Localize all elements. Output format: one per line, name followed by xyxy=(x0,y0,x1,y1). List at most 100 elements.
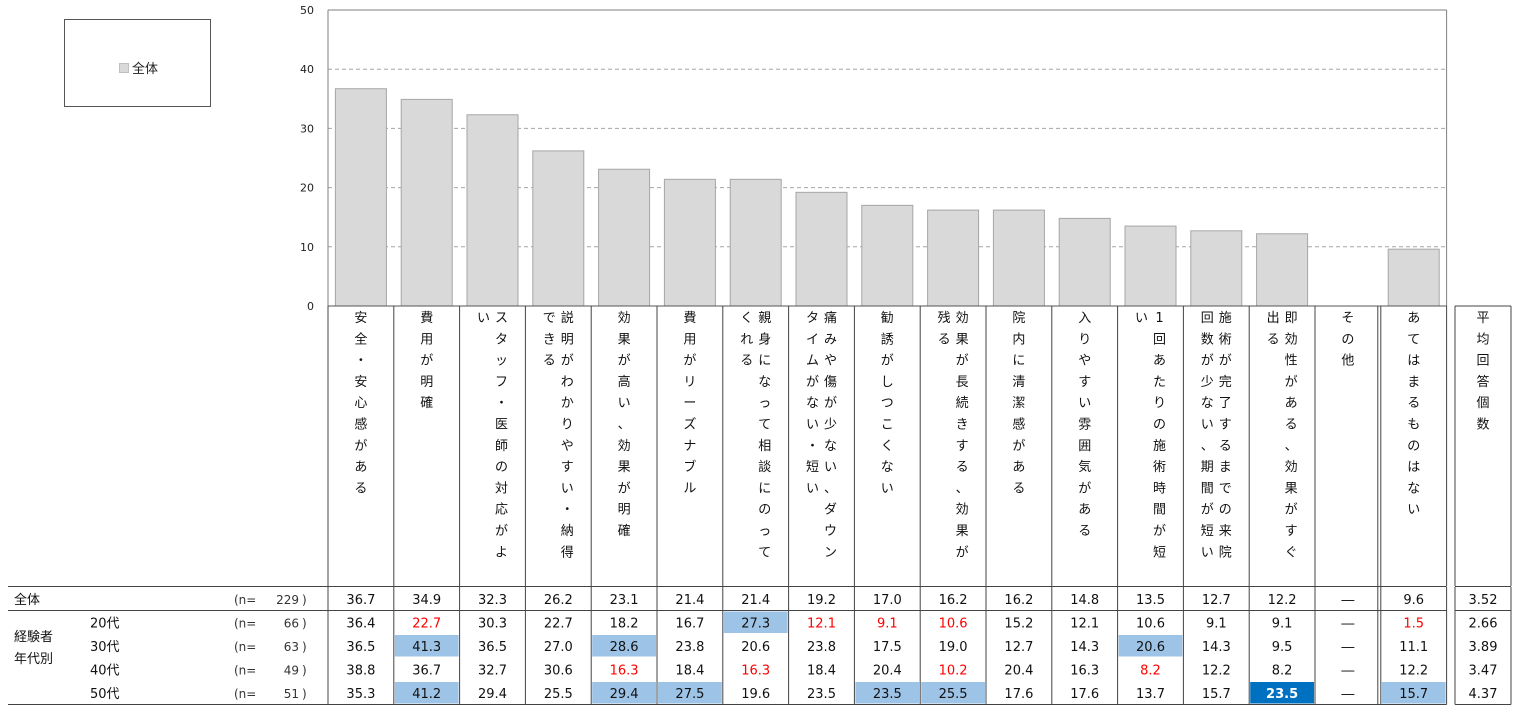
table-cell: 20.6 xyxy=(1136,640,1165,655)
table-cell: 29.4 xyxy=(478,687,507,702)
category-label-char: 潔 xyxy=(1012,396,1025,411)
category-label-char: の xyxy=(1153,418,1166,433)
category-label-char: る xyxy=(1012,481,1025,496)
category-label-char: に xyxy=(758,354,771,369)
table-cell: 8.2 xyxy=(1272,663,1293,678)
category-label-char: い xyxy=(1078,396,1091,411)
table-cell: 23.8 xyxy=(675,640,704,655)
category-label-char: 来 xyxy=(1219,524,1232,539)
category-label-char: 痛 xyxy=(824,310,837,326)
table-cell: 17.5 xyxy=(873,640,902,655)
category-label-char: 術 xyxy=(1219,332,1232,347)
category-label-char: な xyxy=(1201,396,1214,411)
category-label-char: に xyxy=(758,481,771,496)
category-label-char: す xyxy=(561,460,574,475)
category-label-char: で xyxy=(543,311,556,326)
category-label-char: 安 xyxy=(354,375,367,390)
table-cell: 36.4 xyxy=(346,616,375,631)
table-cell: 13.5 xyxy=(1136,593,1165,608)
avg-cell: 3.47 xyxy=(1469,663,1498,678)
category-label-char: か xyxy=(561,396,574,411)
category-label-char: れ xyxy=(740,332,753,347)
category-label-char: 他 xyxy=(1341,354,1354,369)
category-label-char: 残 xyxy=(938,311,951,326)
category-label-char: 効 xyxy=(618,439,631,454)
category-label-char: る xyxy=(543,354,556,369)
table-cell: 26.2 xyxy=(544,593,573,608)
category-label-char: や xyxy=(561,439,574,454)
category-label-char: 効 xyxy=(1285,332,1298,347)
bar xyxy=(1190,230,1243,307)
category-label-char: ル xyxy=(683,481,696,496)
legend: 全体 xyxy=(64,19,211,107)
row-n-prefix: (n= xyxy=(234,687,256,701)
y-tick-label: 20 xyxy=(300,182,314,195)
category-label-char: な xyxy=(824,439,837,454)
table-cell: 17.6 xyxy=(1004,687,1033,702)
category-label-char: 感 xyxy=(354,417,367,433)
category-label-char: 応 xyxy=(495,503,508,518)
table-cell: 12.1 xyxy=(1070,616,1099,631)
avg-header-char: 数 xyxy=(1476,418,1489,433)
category-label-char: 果 xyxy=(956,332,969,347)
table-cell: 36.5 xyxy=(478,640,507,655)
category-label-char: ・ xyxy=(561,503,574,518)
y-tick-label: 40 xyxy=(300,63,314,76)
category-label-char: 少 xyxy=(824,418,837,433)
table-cell: 9.5 xyxy=(1272,640,1293,655)
category-label-char: そ xyxy=(1341,311,1354,326)
category-label-char: 確 xyxy=(618,523,631,539)
category-label-char: る xyxy=(938,332,951,347)
table-cell: 30.6 xyxy=(544,663,573,678)
bar xyxy=(598,168,651,307)
bar xyxy=(1256,233,1309,307)
category-label-char: が xyxy=(1201,354,1214,369)
category-label-char: あ xyxy=(1285,396,1298,411)
category-label-char: が xyxy=(1219,354,1232,369)
category-label-char: い xyxy=(561,481,574,496)
avg-header-char: 個 xyxy=(1476,396,1489,411)
category-label-char: て xyxy=(758,418,771,433)
category-label-char: 雰 xyxy=(1078,418,1091,433)
category-label-char: ー xyxy=(683,396,696,411)
category-label-char: ム xyxy=(806,354,819,369)
y-tick-label: 30 xyxy=(300,122,314,135)
highlight-cell xyxy=(1118,635,1183,657)
category-label-char: た xyxy=(1153,375,1166,390)
table-cell: 21.4 xyxy=(675,593,704,608)
category-label-char: で xyxy=(1219,481,1232,496)
table-cell: 12.7 xyxy=(1202,593,1231,608)
table-cell: 8.2 xyxy=(1140,663,1161,678)
category-label-char: つ xyxy=(881,396,894,411)
category-label-char: 感 xyxy=(1012,417,1025,433)
category-label-char: が xyxy=(618,481,631,496)
category-label-char: 効 xyxy=(956,311,969,326)
category-label-char: が xyxy=(561,354,574,369)
category-label-char: 短 xyxy=(1201,524,1214,539)
avg-cell: 4.37 xyxy=(1469,687,1498,702)
table-cell: 18.4 xyxy=(675,663,704,678)
category-label-char: 完 xyxy=(1219,375,1232,390)
table-cell: 13.7 xyxy=(1136,687,1165,702)
table-cell: 10.6 xyxy=(939,616,968,631)
table-cell: 38.8 xyxy=(346,663,375,678)
row-n-prefix: (n= xyxy=(234,593,256,607)
table-cell: 36.7 xyxy=(412,663,441,678)
category-label-char: 即 xyxy=(1285,311,1298,326)
category-label-char: 効 xyxy=(618,311,631,326)
category-label-char: し xyxy=(881,375,894,390)
table-cell: 41.3 xyxy=(412,640,441,655)
category-label-char: 院 xyxy=(1219,545,1232,560)
table-cell: 19.2 xyxy=(807,593,836,608)
highlight-cell xyxy=(658,682,722,704)
bar xyxy=(861,204,914,307)
highlight-cell xyxy=(723,611,788,633)
category-label-char: は xyxy=(1407,354,1420,369)
row-label: 30代 xyxy=(90,640,120,655)
table-cell: 15.2 xyxy=(1004,616,1033,631)
table-cell: 20.4 xyxy=(1004,663,1033,678)
row-n-value: 229 xyxy=(276,593,299,607)
category-label-char: ・ xyxy=(354,354,367,369)
bar xyxy=(1058,217,1111,307)
